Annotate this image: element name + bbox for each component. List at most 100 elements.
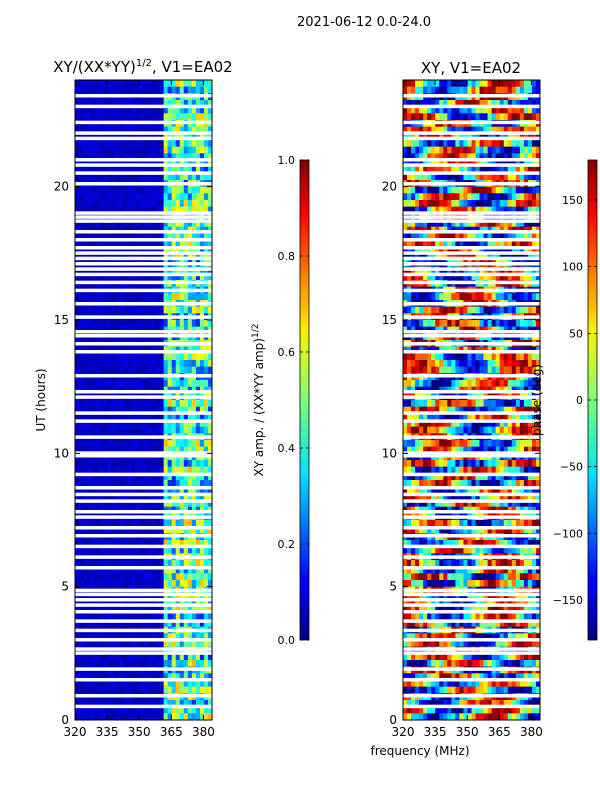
heatmap-cell (143, 613, 148, 621)
heatmap-cell (455, 173, 460, 181)
heatmap-cell (435, 193, 440, 201)
heatmap-cell (175, 560, 181, 568)
heatmap-cell (91, 660, 96, 668)
heatmap-cell (523, 126, 529, 134)
heatmap-cell (135, 480, 140, 488)
heatmap-cell (119, 673, 124, 681)
heatmap-cell (155, 360, 161, 368)
heatmap-cell (483, 233, 489, 241)
heatmap-cell (183, 233, 189, 241)
heatmap-cell (199, 146, 205, 154)
heatmap-cell (431, 106, 436, 114)
heatmap-cell (103, 660, 108, 668)
heatmap-cell (423, 380, 428, 388)
heatmap-cell (159, 686, 165, 694)
heatmap-cell (171, 186, 177, 194)
heatmap-cell (483, 273, 489, 281)
heatmap-cell (143, 466, 148, 474)
heatmap-cell (83, 420, 88, 428)
heatmap-cell (447, 80, 452, 88)
heatmap-cell (483, 206, 489, 214)
heatmap-cell (95, 220, 100, 228)
heatmap-cell (139, 240, 144, 248)
heatmap-cell (411, 353, 416, 361)
heatmap-cell (151, 473, 156, 481)
heatmap-cell (155, 293, 161, 301)
heatmap-cell (103, 680, 108, 688)
heatmap-cell (139, 633, 144, 641)
heatmap-cell (463, 306, 468, 314)
heatmap-cell (95, 446, 100, 454)
heatmap-cell (499, 173, 505, 181)
heatmap-cell (191, 473, 197, 481)
heatmap-cell (207, 660, 212, 668)
heatmap-cell (95, 366, 100, 374)
heatmap-cell (203, 380, 209, 388)
heatmap-cell (175, 640, 181, 648)
heatmap-cell (107, 580, 112, 588)
heatmap-cell (143, 686, 148, 694)
heatmap-cell (139, 446, 144, 454)
heatmap-cell (83, 493, 88, 501)
heatmap-cell (427, 306, 432, 314)
heatmap-cell (91, 153, 96, 161)
heatmap-cell (75, 380, 80, 388)
heatmap-cell (111, 613, 116, 621)
heatmap-cell (459, 240, 464, 248)
heatmap-cell (207, 153, 212, 161)
heatmap-cell (79, 273, 84, 281)
heatmap-cell (123, 480, 128, 488)
heatmap-cell (511, 166, 517, 174)
flagged-row (75, 603, 212, 607)
heatmap-cell (511, 86, 517, 94)
heatmap-cell (451, 106, 456, 114)
heatmap-cell (495, 80, 501, 88)
heatmap-cell (83, 200, 88, 208)
heatmap-cell (439, 186, 444, 194)
heatmap-cell (115, 640, 120, 648)
heatmap-cell (159, 140, 165, 148)
heatmap-cell (511, 200, 517, 208)
heatmap-cell (115, 273, 120, 281)
heatmap-cell (507, 140, 513, 148)
heatmap-cell (87, 140, 92, 148)
heatmap-cell (199, 113, 205, 121)
heatmap-cell (431, 173, 436, 181)
heatmap-cell (183, 640, 189, 648)
heatmap-cell (171, 306, 177, 314)
heatmap-cell (111, 653, 116, 661)
heatmap-cell (479, 360, 484, 368)
heatmap-cell (115, 166, 120, 174)
heatmap-cell (115, 580, 120, 588)
heatmap-cell (207, 713, 212, 720)
heatmap-cell (123, 200, 128, 208)
heatmap-cell (139, 273, 144, 281)
heatmap-cell (127, 353, 132, 361)
heatmap-cell (535, 193, 540, 201)
heatmap-cell (187, 80, 193, 88)
heatmap-cell (515, 100, 521, 108)
heatmap-cell (195, 293, 201, 301)
heatmap-cell (407, 166, 412, 174)
heatmap-cell (163, 493, 169, 501)
heatmap-cell (175, 153, 181, 161)
heatmap-cell (507, 106, 513, 114)
heatmap-cell (151, 680, 156, 688)
heatmap-cell (479, 273, 484, 281)
heatmap-cell (511, 306, 517, 314)
heatmap-cell (515, 173, 521, 181)
heatmap-cell (91, 580, 96, 588)
heatmap-cell (519, 80, 525, 88)
heatmap-cell (91, 620, 96, 628)
heatmap-cell (187, 173, 193, 181)
heatmap-cell (175, 140, 181, 148)
heatmap-cell (171, 560, 177, 568)
heatmap-cell (91, 420, 96, 428)
heatmap-cell (99, 140, 104, 148)
heatmap-cell (523, 140, 529, 148)
heatmap-cell (195, 546, 201, 554)
heatmap-cell (155, 660, 161, 668)
heatmap-cell (107, 486, 112, 494)
heatmap-cell (91, 106, 96, 114)
heatmap-cell (99, 200, 104, 208)
